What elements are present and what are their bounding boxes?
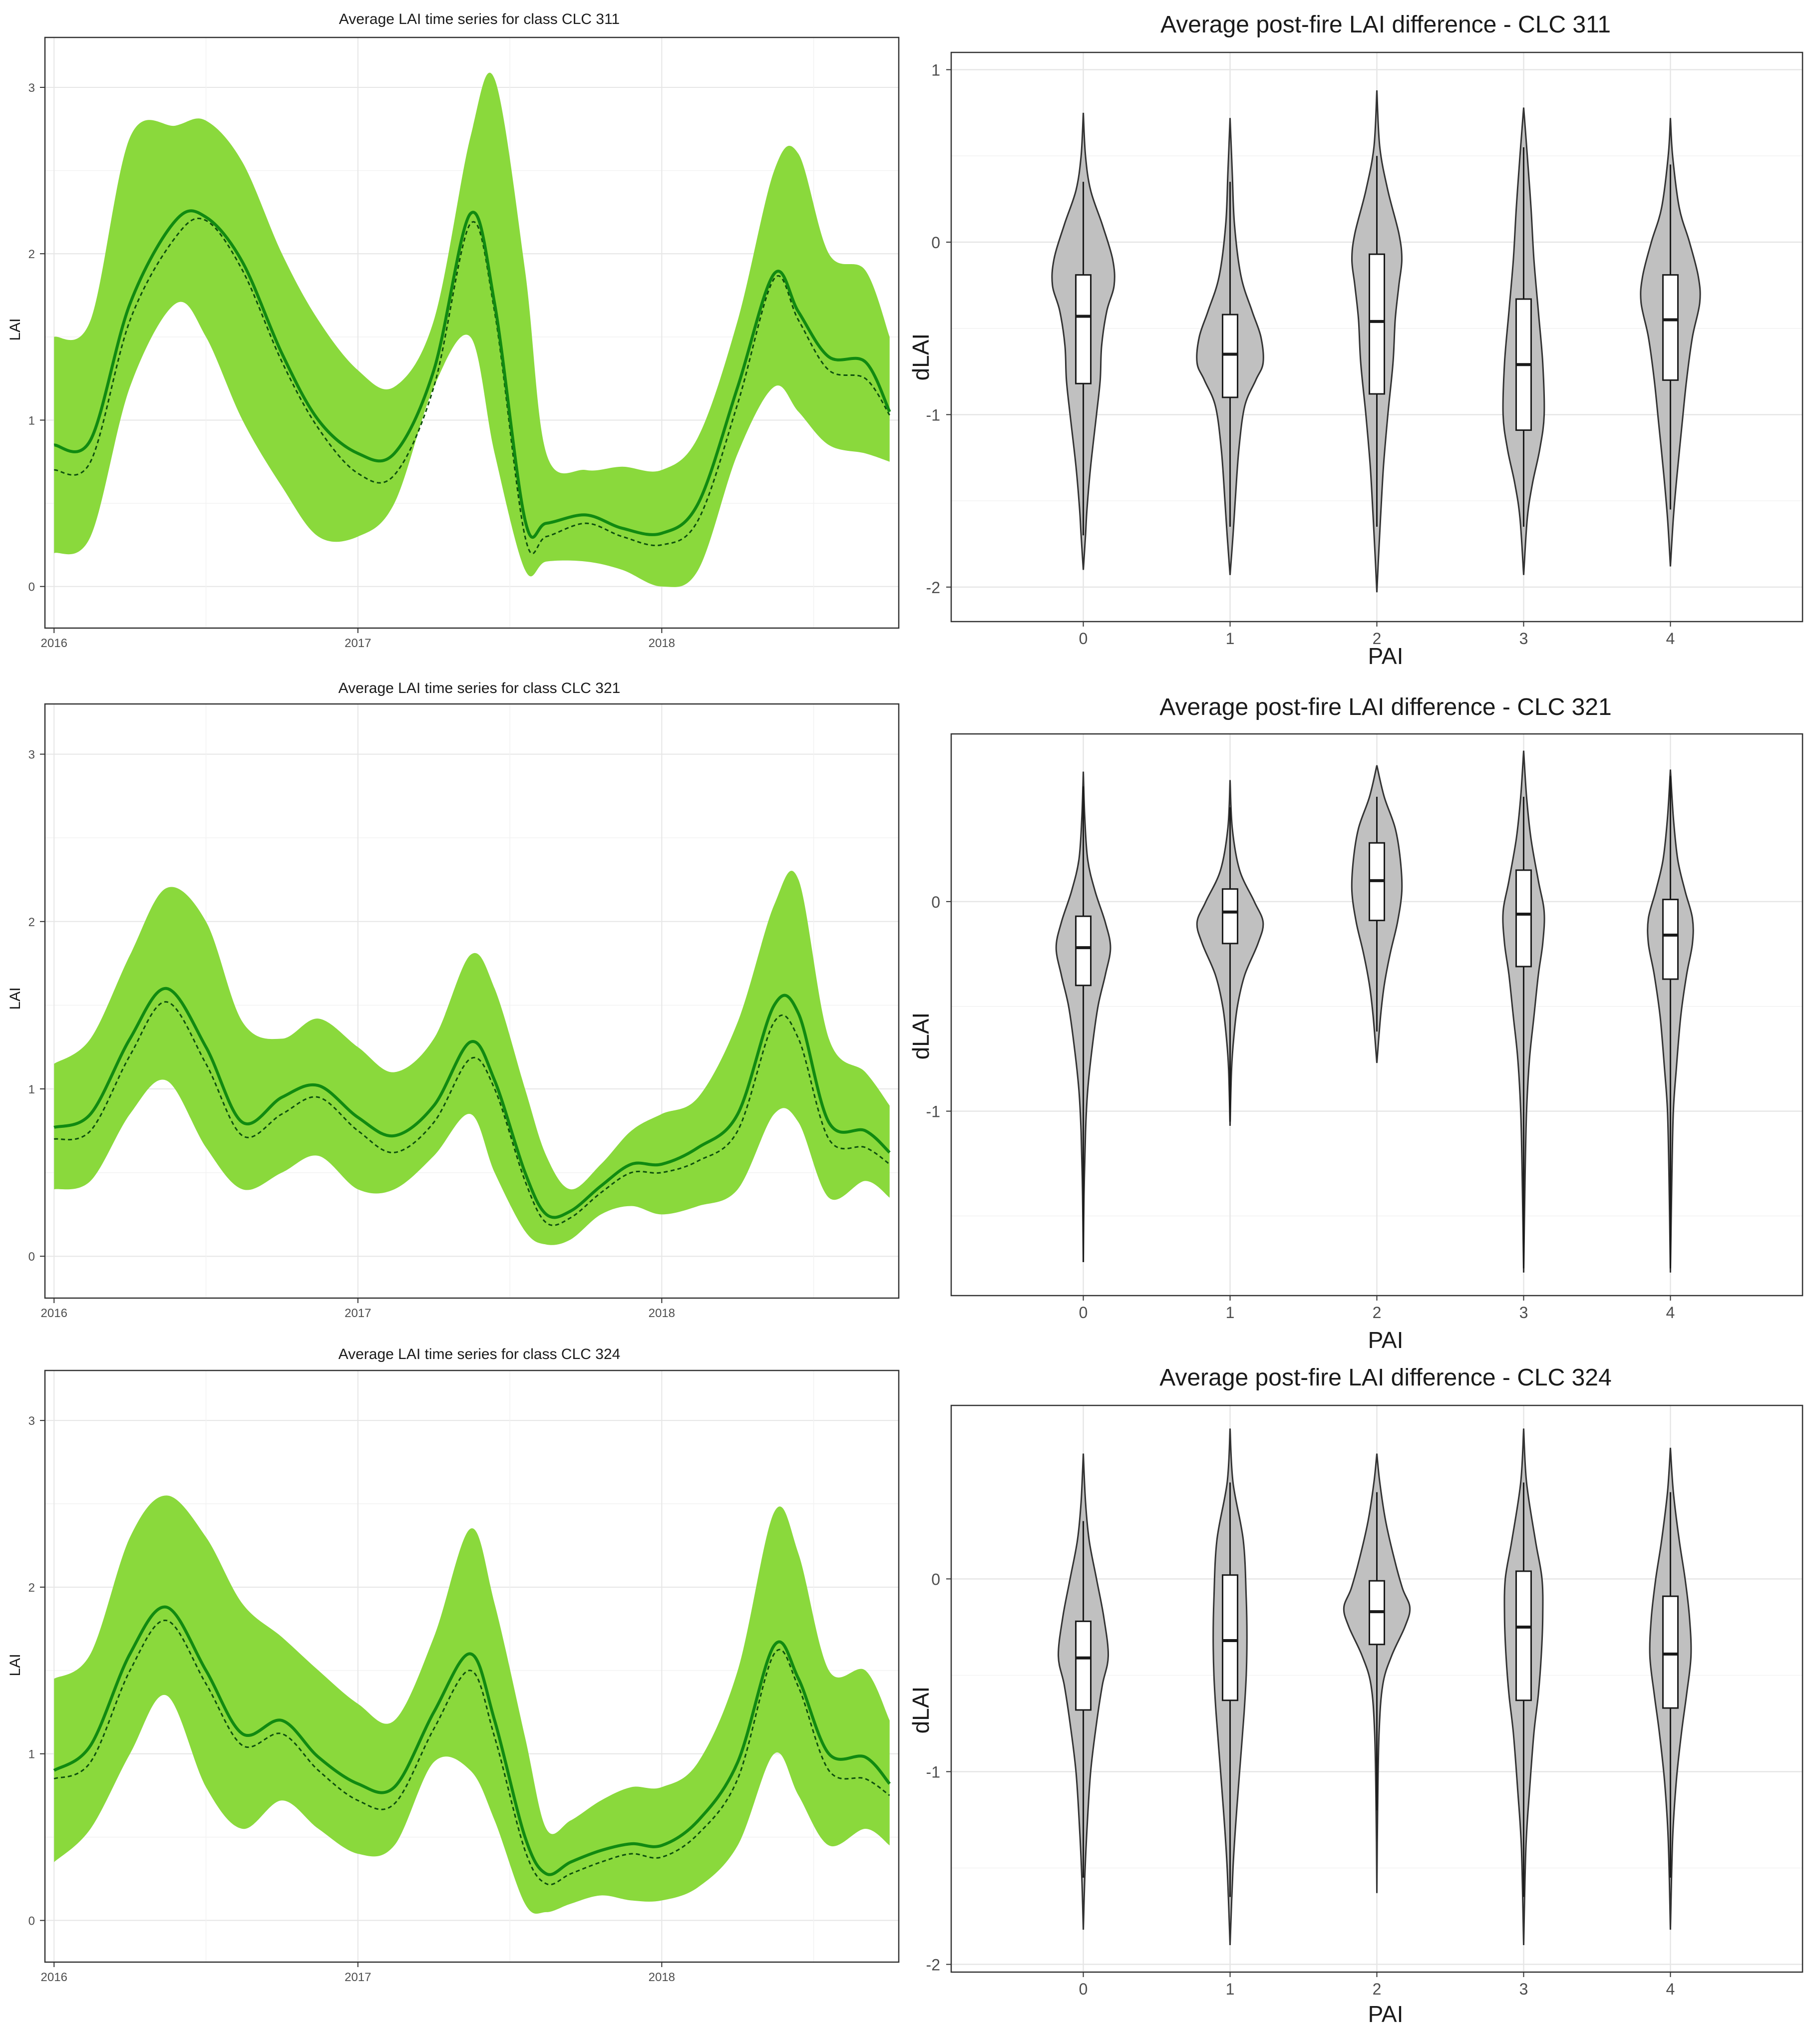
panel-e-title: Average LAI time series for class CLC 32… xyxy=(339,1346,621,1362)
x-tick-label: 3 xyxy=(1519,630,1528,648)
x-tick-label: 1 xyxy=(1226,1304,1235,1322)
y-tick-label: 1 xyxy=(28,1748,35,1761)
panel-border xyxy=(44,1369,900,1963)
box-iqr xyxy=(1075,1620,1092,1711)
panel-c-ylabel: LAI xyxy=(7,987,23,1010)
panel-c-title: Average LAI time series for class CLC 32… xyxy=(339,680,621,696)
x-tick-label: 1 xyxy=(1226,630,1235,648)
panel-a-ylabel: LAI xyxy=(7,318,23,340)
mean-line xyxy=(53,209,891,539)
y-tick-label: -1 xyxy=(926,406,940,424)
x-tick-label: 0 xyxy=(1079,630,1088,648)
x-tick-label: 2 xyxy=(1373,1304,1382,1322)
x-tick-label: 2016 xyxy=(41,637,67,650)
confidence-band xyxy=(54,72,890,587)
y-tick-label: 1 xyxy=(28,414,35,427)
panel-b-plot: 1 0 -1 -2 0 1 2 3 4 xyxy=(926,51,1804,648)
y-tick-label: 2 xyxy=(28,916,35,929)
y-tick-label: 0 xyxy=(931,234,940,252)
panel-d-title: Average post-fire LAI difference - CLC 3… xyxy=(1159,694,1611,720)
y-tick-label: -2 xyxy=(926,1956,940,1974)
panel-border xyxy=(44,703,900,1299)
panel-b-ylabel: dLAI xyxy=(908,334,934,381)
panel-d-ylabel: dLAI xyxy=(908,1013,934,1060)
box-iqr xyxy=(1515,1570,1532,1701)
y-tick-label: 2 xyxy=(28,1581,35,1595)
x-tick-label: 2016 xyxy=(41,1307,67,1320)
x-tick-label: 2016 xyxy=(41,1971,67,1984)
box-iqr xyxy=(1075,915,1092,987)
y-tick-label: 0 xyxy=(931,1570,940,1588)
y-tick-label: 0 xyxy=(28,1250,35,1264)
x-tick-label: 2018 xyxy=(649,1971,675,1984)
panel-d: Average post-fire LAI difference - CLC 3… xyxy=(908,694,1804,1353)
y-tick-label: 1 xyxy=(28,1083,35,1096)
x-tick-label: 2017 xyxy=(345,1307,371,1320)
panel-c-plot: 0 1 2 3 2016 2017 2018 xyxy=(28,703,900,1320)
confidence-band xyxy=(54,1495,890,1914)
x-tick-label: 2018 xyxy=(649,1307,675,1320)
panel-b-title: Average post-fire LAI difference - CLC 3… xyxy=(1160,11,1611,38)
box-iqr xyxy=(1662,1595,1679,1709)
panel-c: Average LAI time series for class CLC 32… xyxy=(7,680,900,1320)
x-tick-label: 2017 xyxy=(345,637,371,650)
box-iqr xyxy=(1662,899,1679,980)
panel-a-plot: 0 1 2 3 2016 2017 2018 xyxy=(28,36,900,650)
x-tick-label: 4 xyxy=(1666,1980,1675,1998)
x-tick-label: 4 xyxy=(1666,1304,1675,1322)
panel-b-xlabel: PAI xyxy=(1368,643,1404,669)
panel-f-plot: 0 -1 -2 0 1 2 3 4 xyxy=(926,1404,1804,1998)
y-tick-label: 3 xyxy=(28,748,35,762)
y-tick-label: 3 xyxy=(28,81,35,95)
panel-f-ylabel: dLAI xyxy=(908,1687,934,1734)
panel-b: Average post-fire LAI difference - CLC 3… xyxy=(908,11,1804,669)
box-iqr xyxy=(1222,1574,1239,1701)
x-tick-label: 0 xyxy=(1079,1304,1088,1322)
x-tick-label: 2018 xyxy=(649,637,675,650)
mean-line xyxy=(53,1605,891,1876)
box-iqr xyxy=(1222,314,1239,398)
x-tick-label: 1 xyxy=(1226,1980,1235,1998)
box-iqr xyxy=(1369,253,1385,395)
panel-e: Average LAI time series for class CLC 32… xyxy=(7,1346,900,1984)
y-tick-label: 2 xyxy=(28,248,35,261)
panel-a: Average LAI time series for class CLC 31… xyxy=(7,11,900,650)
y-tick-label: 3 xyxy=(28,1414,35,1428)
x-tick-label: 3 xyxy=(1519,1304,1528,1322)
median-line xyxy=(53,218,890,555)
x-tick-label: 3 xyxy=(1519,1980,1528,1998)
y-tick-label: 0 xyxy=(28,581,35,594)
panel-border xyxy=(44,36,900,629)
x-tick-label: 2017 xyxy=(345,1971,371,1984)
panel-f: Average post-fire LAI difference - CLC 3… xyxy=(908,1364,1804,2027)
panel-d-plot: 0 -1 0 1 2 3 4 xyxy=(926,733,1804,1322)
x-tick-label: 0 xyxy=(1079,1980,1088,1998)
y-tick-label: -1 xyxy=(926,1103,940,1121)
x-tick-label: 2 xyxy=(1373,630,1382,648)
y-tick-label: -1 xyxy=(926,1763,940,1781)
x-tick-label: 4 xyxy=(1666,630,1675,648)
panel-a-title: Average LAI time series for class CLC 31… xyxy=(339,11,620,27)
y-tick-label: 0 xyxy=(28,1915,35,1928)
panel-f-xlabel: PAI xyxy=(1368,2001,1404,2027)
panel-e-ylabel: LAI xyxy=(7,1654,23,1676)
y-tick-label: 1 xyxy=(931,61,940,79)
median-line xyxy=(53,1001,890,1226)
panel-d-xlabel: PAI xyxy=(1368,1327,1404,1353)
mean-line xyxy=(53,987,891,1219)
box-iqr xyxy=(1662,274,1679,381)
y-tick-label: -2 xyxy=(926,579,940,597)
y-tick-label: 0 xyxy=(931,893,940,911)
panel-e-plot: 0 1 2 3 2016 2017 2018 xyxy=(28,1369,900,1984)
box-iqr xyxy=(1222,888,1239,945)
x-tick-label: 2 xyxy=(1373,1980,1382,1998)
box-iqr xyxy=(1515,869,1532,968)
box-iqr xyxy=(1075,274,1092,384)
panel-f-title: Average post-fire LAI difference - CLC 3… xyxy=(1159,1364,1611,1391)
